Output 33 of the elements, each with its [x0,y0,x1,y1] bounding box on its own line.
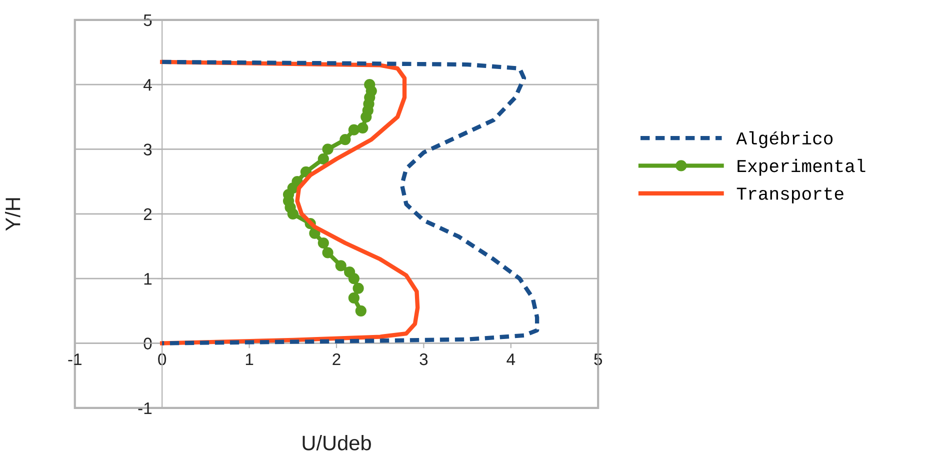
point [287,208,298,220]
point [335,260,346,272]
point [322,247,334,258]
point [360,111,372,122]
x-tick-label: 0 [158,353,166,366]
point [355,305,366,316]
point [352,282,364,294]
legend-label: Experimental [738,158,866,176]
y-tick-label: 1 [144,273,152,285]
x-axis-title: U/Udeb [302,435,371,450]
line-series [160,60,540,346]
y-tick-label: -1 [138,402,152,414]
point [357,122,368,134]
point [318,153,329,164]
point [340,134,351,146]
point [322,144,334,155]
point [348,124,360,136]
y-tick-label: 3 [144,144,152,156]
x-tick-label: 3 [420,353,428,366]
x-tick-label: 1 [246,354,254,366]
x-tick-label: 2 [332,353,340,366]
point [348,292,360,304]
x-tick-label: -1 [68,354,82,366]
legend-label: Algébrico [736,131,833,148]
x-tick-label: 5 [594,354,602,366]
x-tick-label: 4 [506,354,516,366]
point [348,273,360,284]
point [318,237,329,249]
legend-label: Transporte [736,188,844,204]
y-axis-title: Y/H [5,198,20,231]
y-tick-label: 4 [143,79,152,91]
y-tick-label: 0 [144,338,152,350]
y-tick-label: 2 [144,208,152,220]
